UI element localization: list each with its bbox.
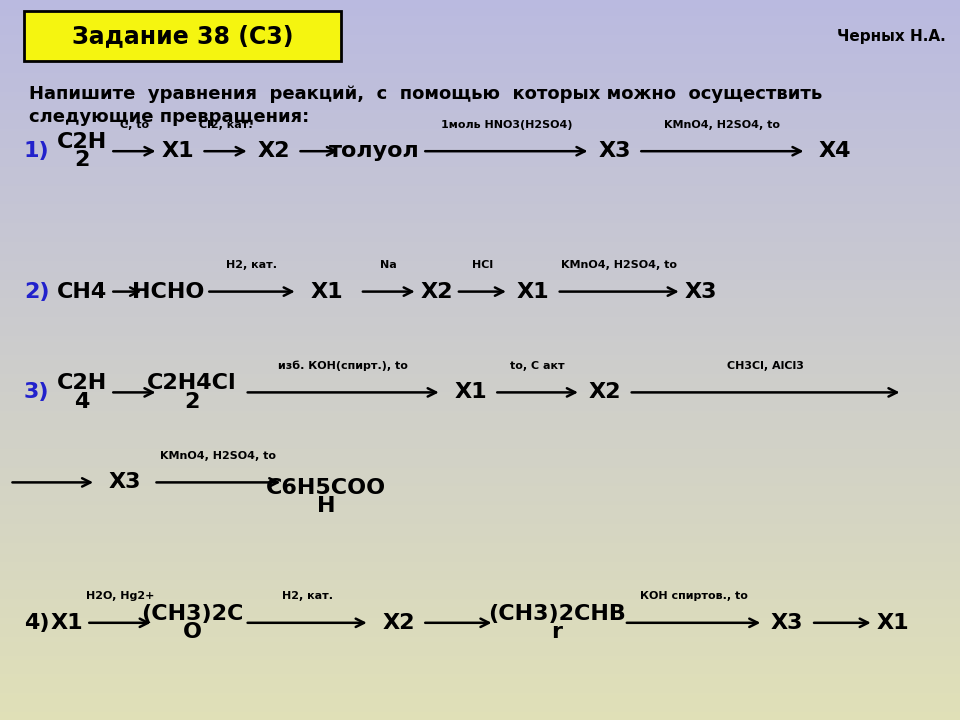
Text: H2, кат.: H2, кат. — [227, 260, 277, 270]
Text: X1: X1 — [51, 613, 84, 633]
Text: X3: X3 — [108, 472, 141, 492]
Text: HCl: HCl — [471, 260, 493, 270]
Text: X1: X1 — [516, 282, 549, 302]
Text: C, to: C, to — [120, 120, 149, 130]
Text: 3): 3) — [24, 382, 50, 402]
Text: Напишите  уравнения  реакций,  с  помощью  которых можно  осуществить: Напишите уравнения реакций, с помощью ко… — [29, 85, 822, 102]
Text: HCHO: HCHO — [132, 282, 204, 302]
Text: Cl2, кат.: Cl2, кат. — [199, 120, 252, 130]
Text: C2H
2: C2H 2 — [57, 132, 107, 171]
Text: CH3Cl, AlCl3: CH3Cl, AlCl3 — [727, 361, 804, 371]
Text: X3: X3 — [771, 613, 804, 633]
Text: H2O, Hg2+: H2O, Hg2+ — [85, 591, 155, 601]
Text: X3: X3 — [684, 282, 717, 302]
Text: Na: Na — [380, 260, 397, 270]
Text: СН4: СН4 — [57, 282, 107, 302]
Text: KMnO4, H2SO4, to: KMnO4, H2SO4, to — [160, 451, 276, 461]
Text: X1: X1 — [876, 613, 909, 633]
Text: H2, кат.: H2, кат. — [281, 591, 333, 601]
Text: 1моль HNO3(H2SO4): 1моль HNO3(H2SO4) — [441, 120, 572, 130]
Text: изб. КОН(спирт.), to: изб. КОН(спирт.), to — [278, 360, 408, 371]
Text: толуол: толуол — [329, 141, 420, 161]
Text: X3: X3 — [598, 141, 631, 161]
Text: X4: X4 — [819, 141, 852, 161]
Text: C2H
4: C2H 4 — [57, 373, 107, 412]
Text: X1: X1 — [454, 382, 487, 402]
Text: X2: X2 — [420, 282, 453, 302]
Text: (CH3)2C
О: (CH3)2C О — [141, 603, 243, 642]
Text: КОН спиртов., to: КОН спиртов., to — [639, 591, 748, 601]
Text: X2: X2 — [257, 141, 290, 161]
Text: Задание 38 (С3): Задание 38 (С3) — [72, 24, 293, 48]
Text: X2: X2 — [588, 382, 621, 402]
Text: следующие превращения:: следующие превращения: — [29, 107, 309, 125]
Text: С6Н5СОО
Н: С6Н5СОО Н — [266, 477, 387, 516]
Text: KMnO4, H2SO4, to: KMnO4, H2SO4, to — [562, 260, 677, 270]
Text: 1): 1) — [24, 141, 50, 161]
Text: KMnO4, H2SO4, to: KMnO4, H2SO4, to — [664, 120, 780, 130]
Text: X2: X2 — [382, 613, 415, 633]
Text: to, С акт: to, С акт — [511, 361, 564, 371]
Text: Черных Н.А.: Черных Н.А. — [837, 29, 946, 43]
Bar — [24, 11, 341, 61]
Text: X1: X1 — [310, 282, 343, 302]
Text: 2): 2) — [24, 282, 50, 302]
Text: 4): 4) — [24, 613, 50, 633]
Text: (CH3)2СНВ
r: (CH3)2СНВ r — [488, 603, 626, 642]
Text: X1: X1 — [161, 141, 194, 161]
Text: C2H4Cl
2: C2H4Cl 2 — [147, 373, 237, 412]
